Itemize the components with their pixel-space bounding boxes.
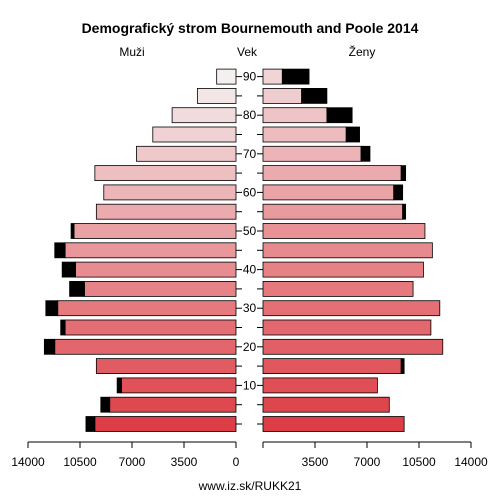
x-tick-label-right: 3500 xyxy=(302,455,329,469)
female-excess-80-84 xyxy=(326,107,353,124)
male-label: Muži xyxy=(119,45,144,59)
male-bar-70-74 xyxy=(136,145,237,162)
age-tick-label: 70 xyxy=(243,147,257,161)
male-excess-25-29 xyxy=(60,319,66,336)
female-bar-40-44 xyxy=(262,261,424,278)
female-bar-35-39 xyxy=(262,280,414,297)
female-bar-70-74 xyxy=(262,145,362,162)
male-excess-10-14 xyxy=(116,377,123,394)
chart-title: Demografický strom Bournemouth and Poole… xyxy=(82,20,419,36)
x-tick-label-right: 7000 xyxy=(354,455,381,469)
age-tick-label: 30 xyxy=(243,301,257,315)
female-bar-60-64 xyxy=(262,184,395,201)
male-bar-20-24 xyxy=(54,338,237,355)
x-tick-label-right: 10500 xyxy=(402,455,436,469)
age-tick-label: 60 xyxy=(243,185,257,199)
footer-source: www.iz.sk/RUKK21 xyxy=(198,479,302,493)
male-bar-45-49 xyxy=(64,242,237,259)
female-bars xyxy=(262,68,444,432)
x-tick-label-left: 3500 xyxy=(171,455,198,469)
male-excess-5-9 xyxy=(100,396,111,413)
male-bar-10-14 xyxy=(121,377,237,394)
male-excess-40-44 xyxy=(61,261,76,278)
female-bar-5-9 xyxy=(262,396,390,413)
female-bar-15-19 xyxy=(262,358,402,375)
male-bar-75-79 xyxy=(152,126,237,143)
female-bar-10-14 xyxy=(262,377,378,394)
female-excess-15-19 xyxy=(400,358,405,375)
male-bar-35-39 xyxy=(84,280,237,297)
female-bar-0-4 xyxy=(262,416,405,432)
male-excess-45-49 xyxy=(54,242,66,259)
male-bar-60-64 xyxy=(103,184,237,201)
female-bar-90+ xyxy=(262,68,283,85)
male-bar-80-84 xyxy=(171,107,237,124)
male-bar-65-69 xyxy=(94,165,237,182)
male-bar-5-9 xyxy=(109,396,237,413)
female-excess-90+ xyxy=(281,68,310,85)
male-bar-50-54 xyxy=(73,223,237,239)
age-tick-label: 20 xyxy=(243,340,257,354)
age-tick-label: 80 xyxy=(243,108,257,122)
age-axis: 10 20 30 40 50 60 70 80 90 xyxy=(236,70,263,425)
male-bar-25-29 xyxy=(64,319,237,336)
age-axis-label: Vek xyxy=(237,45,258,59)
x-tick-label-right: 14000 xyxy=(454,455,488,469)
male-excess-30-34 xyxy=(45,300,59,317)
male-excess-0-4 xyxy=(85,416,96,432)
female-excess-60-64 xyxy=(393,184,404,201)
x-tick-label-left: 10500 xyxy=(63,455,97,469)
male-bars xyxy=(43,68,237,432)
male-bar-85-89 xyxy=(196,88,237,104)
age-tick-label: 40 xyxy=(243,263,257,277)
x-tick-label-left: 0 xyxy=(233,455,240,469)
female-label: Ženy xyxy=(349,44,376,59)
female-bar-25-29 xyxy=(262,319,432,336)
x-tick-label-left: 7000 xyxy=(119,455,146,469)
age-tick-label: 50 xyxy=(243,224,257,238)
female-bar-80-84 xyxy=(262,107,328,124)
male-excess-20-24 xyxy=(43,338,56,355)
female-bar-65-69 xyxy=(262,165,402,182)
female-excess-70-74 xyxy=(360,145,371,162)
x-tick-label-left: 14000 xyxy=(11,455,45,469)
female-bar-50-54 xyxy=(262,223,426,239)
female-bar-55-59 xyxy=(262,203,404,220)
female-excess-75-79 xyxy=(345,126,360,143)
age-tick-label: 90 xyxy=(243,70,257,84)
x-axis: 14000 10500 7000 3500 0 3500 7000 10500 14000 xyxy=(11,441,488,469)
male-bar-0-4 xyxy=(94,416,237,432)
male-bar-40-44 xyxy=(75,261,237,278)
female-excess-85-89 xyxy=(301,88,328,104)
female-excess-65-69 xyxy=(400,165,407,182)
male-excess-50-54 xyxy=(70,223,75,239)
male-bar-15-19 xyxy=(95,358,237,375)
male-excess-35-39 xyxy=(69,280,85,297)
female-bar-30-34 xyxy=(262,300,441,317)
age-tick-label: 10 xyxy=(243,378,257,392)
female-bar-75-79 xyxy=(262,126,347,143)
male-bar-30-34 xyxy=(57,300,237,317)
female-bar-45-49 xyxy=(262,242,433,259)
male-bar-90+ xyxy=(216,68,237,85)
female-bar-20-24 xyxy=(262,338,444,355)
female-bar-85-89 xyxy=(262,88,303,104)
male-bar-55-59 xyxy=(95,203,237,220)
female-excess-55-59 xyxy=(402,203,407,220)
